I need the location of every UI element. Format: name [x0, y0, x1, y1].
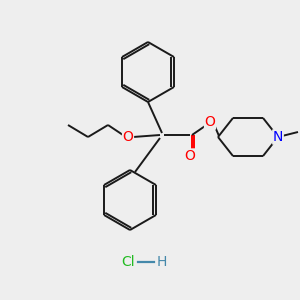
Text: O: O [184, 149, 195, 163]
Text: O: O [205, 115, 215, 129]
Text: N: N [273, 130, 283, 144]
Text: O: O [123, 130, 134, 144]
Text: H: H [157, 255, 167, 269]
Text: Cl: Cl [121, 255, 135, 269]
